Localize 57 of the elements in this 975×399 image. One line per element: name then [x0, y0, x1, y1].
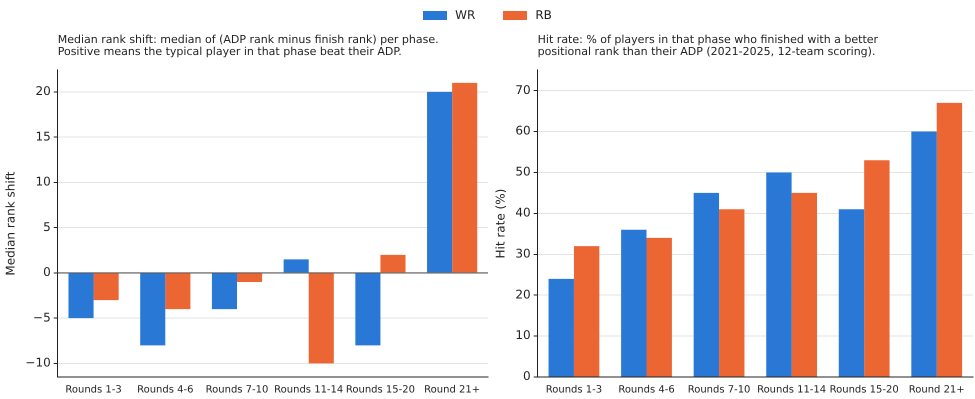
bar	[864, 160, 890, 376]
y-axis-title: Median rank shift	[3, 171, 18, 276]
y-tick-label: 20	[35, 84, 51, 98]
bar	[911, 132, 937, 376]
y-tick-label: 20	[515, 287, 531, 302]
bar	[284, 259, 309, 272]
chart-title: Hit rate: % of players in that phase who finished with a better positional rank than their ADP (2021-2025, 12-team scoring).	[538, 33, 878, 58]
bar	[212, 273, 238, 310]
y-tick-label: 40	[515, 206, 531, 220]
y-tick-label: −5	[33, 310, 51, 324]
legend-label: RB	[535, 8, 552, 22]
bar	[838, 209, 864, 376]
bar	[719, 209, 744, 376]
x-tick-label: Rounds 11-14	[274, 384, 344, 396]
y-tick-label: 0	[523, 369, 531, 384]
bar	[792, 192, 818, 376]
bar	[936, 102, 962, 376]
x-tick-label: Rounds 1-3	[546, 384, 602, 396]
bar	[694, 192, 720, 376]
y-tick-label: 30	[515, 246, 531, 260]
bar	[308, 273, 334, 364]
y-tick-label: 10	[515, 328, 531, 342]
bar	[94, 273, 119, 300]
y-tick-label: 70	[515, 82, 531, 97]
bar	[380, 254, 406, 272]
chart-title: Median rank shift: median of (ADP rank minus finish rank) per phase. Positive means the typical player in that phase beat their ADP.	[58, 33, 439, 58]
x-tick-label: Round 21+	[424, 384, 480, 396]
bar	[766, 172, 792, 376]
bar	[574, 246, 600, 376]
bar	[165, 273, 190, 310]
bar	[548, 278, 574, 376]
bar	[68, 273, 94, 318]
bar	[621, 230, 646, 376]
y-tick-label: 60	[515, 124, 531, 138]
x-tick-label: Rounds 7-10	[688, 384, 750, 396]
legend-label: WR	[455, 8, 476, 22]
x-tick-label: Rounds 4-6	[137, 384, 194, 396]
bar	[646, 238, 672, 376]
bar	[355, 273, 380, 346]
x-tick-label: Rounds 1-3	[65, 384, 122, 396]
bar	[452, 82, 478, 272]
x-tick-label: Rounds 4-6	[618, 384, 675, 396]
bar	[140, 273, 166, 346]
x-tick-label: Rounds 7-10	[206, 384, 268, 396]
y-tick-label: 15	[35, 129, 51, 144]
x-tick-label: Round 21+	[908, 384, 965, 396]
y-axis-title: Hit rate (%)	[493, 188, 508, 259]
bar	[237, 273, 262, 282]
x-tick-label: Rounds 15-20	[830, 384, 899, 396]
y-tick-label: 10	[35, 174, 51, 189]
y-tick-label: 0	[43, 265, 51, 280]
x-tick-label: Rounds 15-20	[346, 384, 415, 396]
y-tick-label: −10	[25, 356, 51, 370]
bar	[427, 92, 452, 272]
y-tick-label: 5	[43, 220, 51, 234]
x-tick-label: Rounds 11-14	[757, 384, 826, 396]
y-tick-label: 50	[515, 164, 531, 179]
